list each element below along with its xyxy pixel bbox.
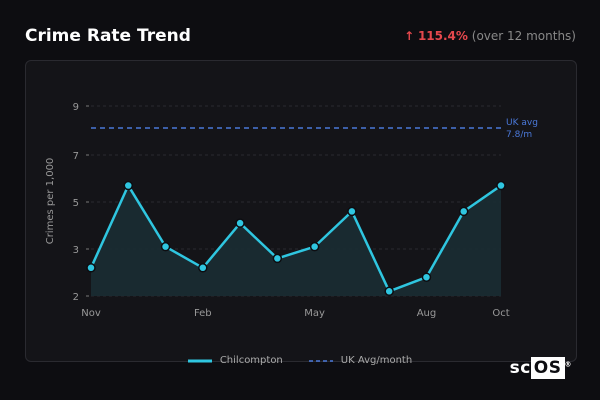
legend: Chilcompton UK Avg/month xyxy=(0,355,600,366)
x-tick-label: May xyxy=(304,308,325,319)
data-point xyxy=(272,253,283,264)
logo: sc OS ® xyxy=(509,357,572,379)
y-tick-label: 5 xyxy=(73,198,79,209)
y-tick-label: 3 xyxy=(73,245,79,256)
legend-label-avg: UK Avg/month xyxy=(340,355,413,366)
data-point xyxy=(458,206,469,217)
change-arrow: ↑ xyxy=(404,29,415,43)
page-title: Crime Rate Trend xyxy=(25,26,191,46)
data-point xyxy=(235,218,245,228)
change-summary: ↑ 115.4% (over 12 months) xyxy=(404,29,576,43)
data-point xyxy=(309,241,320,252)
y-tick-label: 9 xyxy=(73,102,79,113)
change-percent: 115.4% xyxy=(417,29,468,43)
legend-label-series: Chilcompton xyxy=(219,355,283,366)
data-point xyxy=(347,206,357,217)
y-tick-label: 7 xyxy=(73,151,79,162)
data-point xyxy=(198,263,208,273)
change-period: (over 12 months) xyxy=(471,29,576,43)
series-area xyxy=(91,185,501,296)
x-tick-label: Oct xyxy=(492,308,509,319)
data-point xyxy=(123,180,134,191)
x-tick-label: Feb xyxy=(194,308,212,319)
data-point xyxy=(160,241,171,252)
data-point xyxy=(496,180,506,191)
series-line xyxy=(89,184,502,293)
legend-item-avg[interactable]: UK Avg/month xyxy=(308,355,413,366)
y-tick-label: 2 xyxy=(73,292,79,303)
x-tick-label: Aug xyxy=(417,308,437,319)
data-point xyxy=(421,272,432,282)
y-axis-label: Crimes per 1,000 xyxy=(45,158,56,245)
data-point xyxy=(384,286,394,297)
x-tick-label: Nov xyxy=(81,308,101,319)
legend-item-series[interactable]: Chilcompton xyxy=(187,355,283,366)
uk-avg-label: UK avg xyxy=(506,118,538,128)
data-point xyxy=(86,263,96,273)
uk-avg-value: 7.8/m xyxy=(506,130,532,140)
